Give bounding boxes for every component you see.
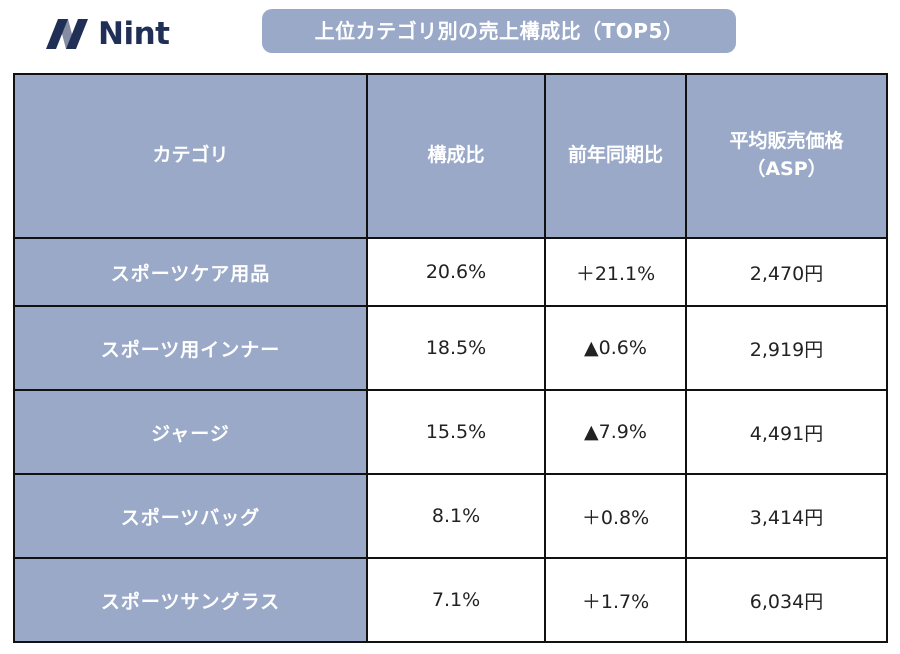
row-share: 20.6% [366,237,546,307]
row-yoy: ＋0.8% [544,473,687,559]
column-header-share: 構成比 [366,73,546,239]
row-asp: 4,491円 [685,389,888,475]
row-category: ジャージ [13,389,368,475]
table-header-row: カテゴリ 構成比 前年同期比 平均販売価格 （ASP） [13,73,888,239]
nint-logo: Nint [44,12,170,56]
row-share: 7.1% [366,557,546,643]
column-header-category: カテゴリ [13,73,368,239]
table-row: スポーツ用インナー 18.5% ▲0.6% 2,919円 [13,305,888,391]
column-header-asp: 平均販売価格 （ASP） [685,73,888,239]
row-category: スポーツバッグ [13,473,368,559]
page-title: 上位カテゴリ別の売上構成比（TOP5） [262,9,736,53]
row-asp: 2,919円 [685,305,888,391]
row-share: 15.5% [366,389,546,475]
logo-text: Nint [98,16,170,52]
row-yoy: ＋21.1% [544,237,687,307]
row-asp: 6,034円 [685,557,888,643]
table-row: スポーツケア用品 20.6% ＋21.1% 2,470円 [13,237,888,307]
sales-composition-table: カテゴリ 構成比 前年同期比 平均販売価格 （ASP） スポーツケア用品 20.… [13,73,888,643]
row-category: スポーツケア用品 [13,237,368,307]
row-yoy: ▲7.9% [544,389,687,475]
row-share: 8.1% [366,473,546,559]
column-header-yoy: 前年同期比 [544,73,687,239]
row-asp: 3,414円 [685,473,888,559]
table-row: スポーツバッグ 8.1% ＋0.8% 3,414円 [13,473,888,559]
table-row: スポーツサングラス 7.1% ＋1.7% 6,034円 [13,557,888,643]
row-category: スポーツ用インナー [13,305,368,391]
column-header-asp-line1: 平均販売価格 [729,130,844,153]
row-asp: 2,470円 [685,237,888,307]
row-yoy: ＋1.7% [544,557,687,643]
row-yoy: ▲0.6% [544,305,687,391]
row-category: スポーツサングラス [13,557,368,643]
row-share: 18.5% [366,305,546,391]
table-row: ジャージ 15.5% ▲7.9% 4,491円 [13,389,888,475]
column-header-asp-line2: （ASP） [746,158,827,180]
nint-logo-icon [46,19,88,49]
